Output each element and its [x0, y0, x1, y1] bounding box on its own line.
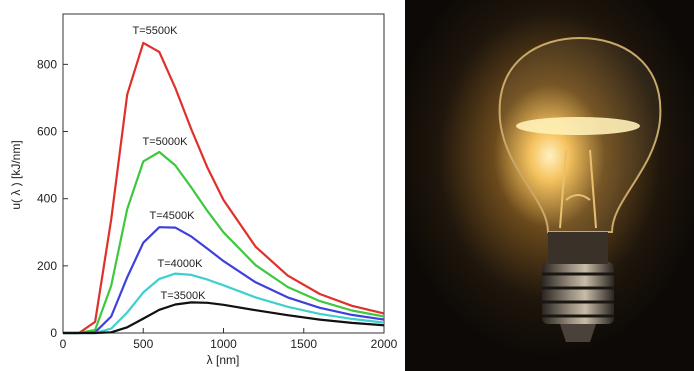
curve-label: T=4000K — [158, 258, 204, 270]
x-tick-label: 500 — [133, 337, 153, 351]
y-tick-label: 0 — [50, 326, 57, 340]
y-tick-label: 600 — [37, 125, 57, 139]
x-tick-label: 1000 — [210, 337, 237, 351]
x-tick-label: 1500 — [290, 337, 317, 351]
x-tick-label: 0 — [60, 337, 67, 351]
x-axis-label: λ [nm] — [207, 353, 240, 367]
series-line — [63, 43, 384, 333]
curve-label: T=4500K — [150, 210, 196, 222]
curve-label: T=3500K — [161, 290, 207, 302]
curve-label: T=5500K — [133, 25, 179, 37]
y-tick-label: 800 — [37, 57, 57, 71]
y-tick-label: 200 — [37, 259, 57, 273]
x-tick-label: 2000 — [371, 337, 398, 351]
curve-label: T=5000K — [143, 136, 189, 148]
bulb-contact — [560, 324, 596, 342]
bulb-photo — [405, 0, 694, 371]
figure: 0 200 400 600 800 0 500 1000 1500 2000 T=5500K T=50… — [0, 0, 694, 371]
y-axis-label: u( λ ) [kJ/nm] — [9, 140, 23, 209]
plot: 0 200 400 600 800 0 500 1000 1500 2000 T=5500K T=50… — [37, 14, 398, 351]
bulb-neck — [548, 232, 608, 264]
filament-glow — [516, 117, 640, 135]
page: {"chart_data": {"type": "line", "xlabel"… — [0, 0, 694, 371]
y-tick-label: 400 — [37, 192, 57, 206]
